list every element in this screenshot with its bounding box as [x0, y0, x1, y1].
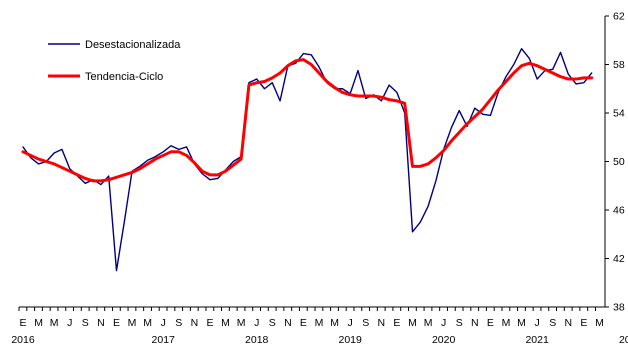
x-tick-label: N [97, 317, 105, 329]
x-tick-label: M [408, 317, 417, 329]
x-tick-label: N [471, 317, 479, 329]
x-tick-label: M [237, 317, 246, 329]
x-tick-label: M [502, 317, 511, 329]
y-tick-label: 58 [613, 59, 625, 71]
series-line-desestacionalizada [22, 48, 593, 272]
x-year-label: 2021 [525, 334, 549, 345]
x-year-label: 2016 [11, 334, 35, 345]
series-line-tendencia-ciclo [21, 58, 594, 183]
x-year-label: 2018 [245, 334, 269, 345]
legend: Desestacionalizada Tendencia-Ciclo [48, 39, 181, 83]
x-tick-label: S [82, 317, 89, 329]
plot-lines [21, 48, 594, 272]
x-tick-label: S [549, 317, 556, 329]
x-tick-label: E [580, 317, 587, 329]
x-tick-label: S [269, 317, 276, 329]
y-axis: 38 42 46 50 54 58 62 [604, 11, 625, 314]
x-tick-label: M [517, 317, 526, 329]
legend-label-tendencia-ciclo: Tendencia-Ciclo [85, 71, 163, 83]
legend-label-desestacionalizada: Desestacionalizada [85, 39, 181, 51]
x-year-label: 2022 [619, 334, 628, 345]
x-tick-label: M [315, 317, 324, 329]
x-tick-label: J [254, 317, 259, 329]
x-tick-label: E [19, 317, 26, 329]
y-tick-label: 38 [613, 302, 625, 314]
x-tick-label: J [161, 317, 166, 329]
x-year-label: 2019 [339, 334, 363, 345]
x-tick-label: J [348, 317, 353, 329]
x-tick-label: N [191, 317, 199, 329]
x-tick-label: M [221, 317, 230, 329]
y-tick-label: 54 [613, 108, 625, 120]
x-tick-label: E [300, 317, 307, 329]
x-tick-label: S [362, 317, 369, 329]
x-year-label: 2017 [152, 334, 176, 345]
x-tick-label: N [378, 317, 386, 329]
x-tick-label: M [595, 317, 604, 329]
x-tick-label: N [284, 317, 292, 329]
x-tick-label: M [143, 317, 152, 329]
x-tick-label: N [565, 317, 573, 329]
x-tick-label: M [128, 317, 137, 329]
x-tick-label: J [67, 317, 72, 329]
y-tick-label: 46 [613, 205, 625, 217]
x-tick-label: M [34, 317, 43, 329]
x-tick-label: E [487, 317, 494, 329]
x-year-label: 2020 [432, 334, 456, 345]
y-tick-label: 50 [613, 156, 625, 168]
x-tick-label: E [206, 317, 213, 329]
x-tick-label: M [50, 317, 59, 329]
x-tick-label: E [393, 317, 400, 329]
x-tick-label: E [113, 317, 120, 329]
x-tick-label: S [175, 317, 182, 329]
y-tick-label: 62 [613, 11, 625, 23]
x-tick-label: J [441, 317, 446, 329]
x-tick-label: J [535, 317, 540, 329]
x-tick-label: S [456, 317, 463, 329]
x-tick-label: M [424, 317, 433, 329]
x-axis: E M M J S N E M M J S N E M M J S N E M M J S N E M M J S N E M M J S N E M20… [11, 306, 628, 345]
x-tick-label: M [330, 317, 339, 329]
y-tick-label: 42 [613, 253, 625, 265]
